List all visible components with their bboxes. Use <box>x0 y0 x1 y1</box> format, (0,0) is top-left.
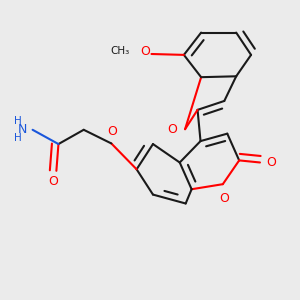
Text: H: H <box>14 133 22 143</box>
Text: O: O <box>167 123 177 136</box>
Text: H: H <box>14 116 22 127</box>
Text: O: O <box>219 192 229 205</box>
Text: N: N <box>17 123 27 136</box>
Text: CH₃: CH₃ <box>110 46 129 56</box>
Text: O: O <box>266 156 276 169</box>
Text: O: O <box>107 124 117 137</box>
Text: O: O <box>140 45 150 58</box>
Text: O: O <box>49 175 58 188</box>
